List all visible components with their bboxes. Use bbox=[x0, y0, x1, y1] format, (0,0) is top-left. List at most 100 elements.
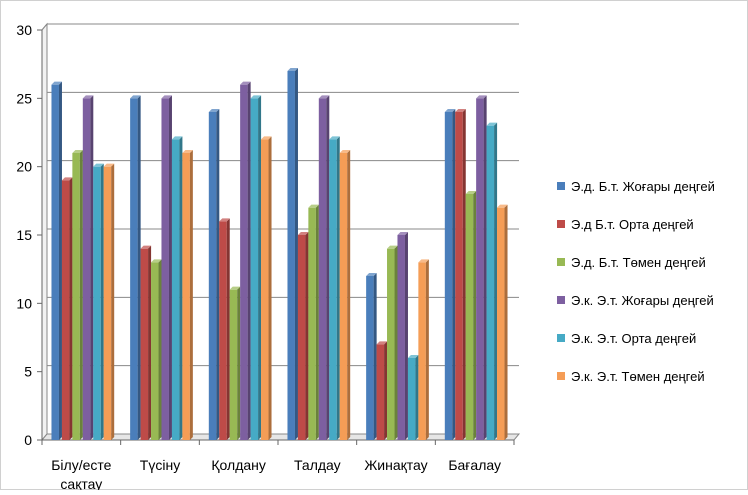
bar-top bbox=[61, 177, 73, 181]
bar bbox=[93, 163, 104, 440]
bar bbox=[61, 177, 73, 441]
bar-front bbox=[497, 207, 505, 440]
bar-top bbox=[418, 259, 429, 263]
bar-side bbox=[326, 95, 330, 440]
bar-side bbox=[483, 95, 487, 440]
bar bbox=[240, 81, 251, 441]
bar-top bbox=[376, 341, 388, 345]
bar bbox=[308, 204, 319, 440]
bar-side bbox=[336, 136, 340, 441]
bar bbox=[229, 286, 241, 440]
bar bbox=[407, 355, 419, 440]
bar-side bbox=[79, 150, 83, 440]
bar bbox=[103, 163, 115, 440]
bar-front bbox=[72, 153, 80, 440]
bar-front bbox=[130, 98, 138, 440]
bar-top bbox=[51, 81, 62, 85]
bar bbox=[387, 245, 398, 440]
bar-front bbox=[444, 112, 453, 440]
bar-front bbox=[329, 139, 337, 441]
bar-side bbox=[462, 109, 466, 440]
bar-top bbox=[161, 95, 172, 99]
bar bbox=[486, 122, 498, 441]
legend-label: Э.д. Б.т. Төмен деңгей bbox=[571, 255, 706, 270]
bar-top bbox=[287, 68, 298, 71]
bar-side bbox=[384, 341, 388, 440]
y-tick-label: 15 bbox=[16, 227, 32, 243]
bar-front bbox=[407, 358, 416, 440]
bar-side bbox=[415, 355, 419, 440]
x-tick-label: Жинақтау bbox=[364, 457, 427, 473]
x-tick-label: Бағалау bbox=[448, 457, 501, 473]
bar bbox=[82, 95, 94, 440]
bars bbox=[51, 68, 508, 441]
bar-side bbox=[473, 191, 477, 440]
bar-top bbox=[476, 95, 487, 99]
bar-front bbox=[93, 166, 101, 440]
bar-top bbox=[103, 163, 115, 167]
bar-front bbox=[171, 139, 180, 441]
bar-front bbox=[287, 71, 295, 440]
bar-top bbox=[219, 218, 230, 222]
bar-top bbox=[229, 286, 241, 290]
bar bbox=[219, 218, 230, 440]
bar-front bbox=[161, 98, 169, 440]
x-tick-label: Білу/есте bbox=[51, 457, 111, 473]
bar-side bbox=[179, 136, 183, 441]
axis-labels: 0 5 10 15 20 25 30 Білу/есте сақтау Түсіну Қолдану… bbox=[16, 22, 501, 492]
bar bbox=[250, 95, 262, 440]
bar bbox=[329, 136, 340, 441]
bar-front bbox=[219, 221, 227, 440]
x-tick-label: сақтау bbox=[60, 476, 102, 490]
bar-side bbox=[158, 259, 162, 440]
bar-top bbox=[308, 204, 319, 208]
bar-side bbox=[504, 204, 508, 440]
bar-front bbox=[82, 98, 91, 440]
bar-side bbox=[90, 95, 94, 440]
x-tick-label: Қолдану bbox=[211, 457, 266, 473]
bar-side bbox=[137, 95, 141, 440]
legend-swatch bbox=[557, 182, 565, 190]
bar-side bbox=[294, 68, 298, 440]
bar-top bbox=[151, 259, 162, 263]
bar-side bbox=[258, 95, 262, 440]
legend-label: Э.к. Э.т. Орта деңгей bbox=[571, 331, 696, 346]
y-tick-label: 25 bbox=[16, 90, 32, 106]
bar-side bbox=[58, 81, 62, 441]
bar-front bbox=[397, 235, 405, 440]
bar-side bbox=[347, 150, 351, 440]
bar-top bbox=[486, 122, 498, 126]
bar bbox=[208, 109, 220, 440]
bar-top bbox=[329, 136, 340, 140]
bar-front bbox=[250, 98, 259, 440]
bar-side bbox=[494, 122, 498, 441]
bar bbox=[366, 273, 377, 440]
bar-side bbox=[69, 177, 73, 441]
bar bbox=[51, 81, 62, 441]
bar bbox=[455, 109, 466, 440]
bar-front bbox=[208, 112, 217, 440]
bar-side bbox=[168, 95, 172, 440]
bar-side bbox=[216, 109, 220, 440]
bar bbox=[72, 150, 83, 440]
bar bbox=[297, 232, 309, 440]
bar bbox=[318, 95, 330, 440]
bar bbox=[171, 136, 183, 441]
bar bbox=[130, 95, 141, 440]
bar-top bbox=[387, 245, 398, 249]
legend-swatch bbox=[557, 296, 565, 304]
bar-top bbox=[497, 204, 508, 208]
bar bbox=[140, 245, 152, 440]
bar bbox=[261, 136, 272, 441]
bar bbox=[182, 150, 193, 440]
bar-top bbox=[261, 136, 272, 140]
bar-front bbox=[339, 153, 348, 440]
legend-label: Э.к. Э.т. Төмен деңгей bbox=[571, 369, 705, 384]
bar-top bbox=[455, 109, 466, 112]
legend-swatch bbox=[557, 258, 565, 266]
bar bbox=[339, 150, 351, 440]
y-tick-label: 30 bbox=[16, 22, 32, 38]
bar-side bbox=[237, 286, 241, 440]
